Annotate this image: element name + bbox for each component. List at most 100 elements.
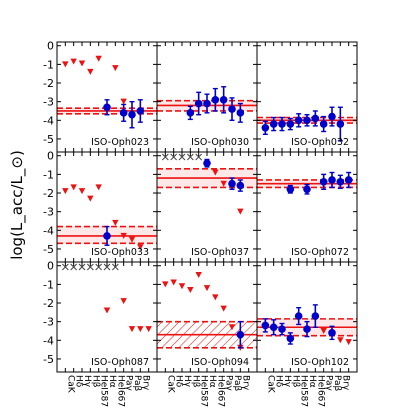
- y-tick-label: -1: [43, 278, 54, 291]
- detection-point: [236, 330, 245, 339]
- x-tick-label: Hβ: [190, 375, 200, 388]
- x-tick-label: Paγ: [124, 375, 134, 392]
- detection-point: [286, 185, 295, 194]
- upper-limit-marker: [128, 326, 136, 333]
- panel: ISO-Oph072: [256, 151, 358, 263]
- panel-title: ISO-Oph033: [91, 247, 149, 258]
- non-detection-cross: [95, 263, 103, 271]
- panel: ISO-Oph094: [156, 261, 258, 373]
- x-tick-label: CaK: [65, 375, 75, 394]
- upper-limit-marker: [145, 326, 152, 333]
- y-tick-label: 0: [47, 40, 54, 53]
- panel-title: ISO-Oph094: [191, 357, 249, 368]
- x-tick-label: HeI587: [199, 375, 209, 407]
- upper-limit-marker: [120, 232, 127, 239]
- upper-limit-marker: [220, 180, 227, 187]
- x-tick-label: Hα: [207, 375, 217, 388]
- panel-frame: [56, 41, 158, 153]
- x-tick-label: Hδ: [74, 375, 84, 388]
- upper-limit-marker: [320, 327, 327, 334]
- x-tick-label: Hγ: [182, 375, 192, 388]
- y-tick-label: -3: [43, 96, 54, 109]
- x-tick-label: CaK: [165, 375, 175, 394]
- detection-point: [269, 120, 278, 128]
- detection-point: [261, 321, 270, 330]
- x-tick-label: Paβ: [232, 375, 242, 392]
- panel: 0 -1 -2 -3 -4 -5 ISO-Oph087: [43, 260, 158, 373]
- x-tick-label: Paβ: [132, 375, 142, 392]
- panel-title: ISO-Oph030: [191, 137, 249, 148]
- x-tick-label: Hα: [307, 375, 317, 388]
- detection-point: [236, 109, 245, 117]
- detection-point: [186, 109, 195, 117]
- upper-limit-marker: [78, 188, 86, 195]
- detection-point: [269, 323, 278, 332]
- detection-point: [336, 178, 345, 186]
- detection-point: [311, 312, 320, 320]
- detection-point: [228, 105, 236, 113]
- upper-limit-marker: [237, 208, 244, 215]
- upper-limit-marker: [112, 65, 119, 72]
- panel-title: ISO-Oph072: [291, 247, 349, 258]
- panel: 0 -1 -2 -3 -4 -5 ISO-Oph023: [43, 40, 158, 153]
- non-detection-cross: [103, 263, 111, 271]
- detection-point: [278, 325, 286, 333]
- y-tick-label: -3: [43, 316, 54, 329]
- detection-point: [228, 179, 236, 188]
- x-tick-label: Hγ: [282, 375, 292, 388]
- upper-limit-marker: [128, 236, 136, 243]
- y-tick-label: -1: [43, 168, 54, 181]
- detection-point: [278, 120, 286, 128]
- panel-frame: [256, 41, 358, 153]
- non-detection-cross: [86, 263, 94, 271]
- panel: ISO-Oph102: [256, 261, 358, 373]
- detection-point: [303, 116, 311, 125]
- detection-point: [261, 123, 270, 132]
- y-tick-label: -5: [43, 133, 54, 146]
- y-tick-label: -4: [43, 334, 54, 347]
- detection-point: [103, 232, 111, 240]
- detection-point: [128, 110, 136, 119]
- detection-point: [136, 107, 145, 115]
- y-tick-label: -5: [43, 243, 54, 256]
- panel-title: ISO-Oph032: [291, 137, 349, 148]
- y-tick-label: -4: [43, 224, 54, 237]
- detection-point: [303, 185, 311, 194]
- upper-limit-marker: [178, 283, 186, 290]
- x-tick-label: Paγ: [224, 375, 234, 392]
- upper-limit-marker: [95, 184, 102, 191]
- panel-title: ISO-Oph102: [291, 357, 349, 368]
- panel-frame: [156, 261, 258, 373]
- detection-point: [328, 112, 336, 121]
- upper-limit-marker: [70, 184, 77, 191]
- panel: ISO-Oph030: [156, 41, 258, 153]
- upper-limit-marker: [212, 169, 219, 176]
- x-tick-label: Hγ: [82, 375, 92, 388]
- x-tick-label: Brγ: [240, 375, 250, 391]
- upper-limit-marker: [345, 339, 352, 346]
- detection-point: [286, 120, 295, 128]
- y-tick-label: 0: [47, 260, 54, 273]
- non-detection-cross: [178, 153, 186, 161]
- x-tick-label: Brγ: [140, 375, 150, 391]
- upper-limit-marker: [95, 55, 102, 62]
- x-tick-label: Hδ: [174, 375, 184, 388]
- panel-title: ISO-Oph023: [91, 137, 149, 148]
- upper-limit-marker: [87, 195, 94, 202]
- x-tick-label: Brγ: [340, 375, 350, 391]
- upper-limit-marker: [220, 305, 227, 312]
- detection-point: [311, 114, 320, 123]
- detection-point: [328, 329, 336, 337]
- y-tick-label: 0: [47, 150, 54, 163]
- x-tick-label: HeI667: [115, 375, 125, 407]
- panel-title: ISO-Oph087: [91, 357, 149, 368]
- x-tick-label: CaK: [265, 375, 275, 394]
- detection-point: [336, 120, 345, 128]
- y-tick-label: -5: [43, 353, 54, 366]
- x-tick-label: Hβ: [90, 375, 100, 388]
- y-axis-label: log(L_acc/L_⊙): [8, 150, 27, 260]
- detection-point: [303, 325, 311, 333]
- upper-limit-marker: [228, 324, 236, 331]
- upper-limit-marker: [62, 61, 69, 68]
